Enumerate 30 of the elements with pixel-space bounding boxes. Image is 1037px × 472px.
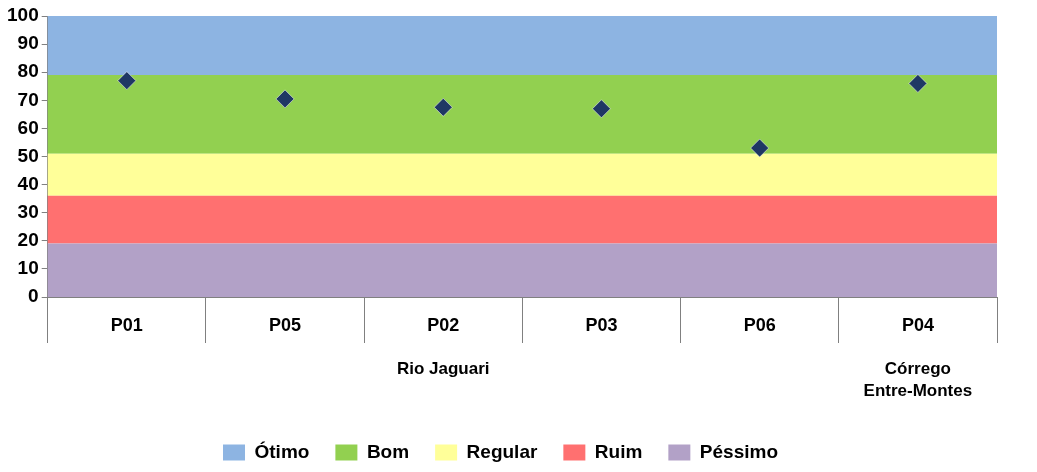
y-tick-label: 80 [17, 60, 39, 82]
legend-label: Regular [466, 440, 538, 462]
y-tick-label: 100 [7, 4, 39, 26]
legend-label: Péssimo [699, 440, 778, 462]
legend-label: Bom [366, 440, 410, 462]
point [592, 99, 611, 118]
legend-label: Ótimo [254, 440, 310, 462]
y-tick-label: 20 [17, 229, 39, 251]
x-tick-label: P02 [427, 314, 460, 335]
y-tick-label: 70 [17, 88, 39, 110]
text: Córrego Entre-Montes [863, 358, 973, 400]
x-tick-label: P03 [585, 314, 618, 335]
x-tick-label: P05 [269, 314, 302, 335]
x-tick-label: P04 [901, 314, 934, 335]
legend-label: Ruim [594, 440, 643, 462]
point [750, 138, 769, 158]
text: Rio Jaguari [396, 358, 490, 378]
y-tick-label: 40 [17, 172, 39, 194]
y-tick-label: 10 [17, 257, 39, 279]
point [117, 71, 137, 90]
y-tick-label: 0 [28, 285, 39, 307]
y-tick-label: 60 [17, 116, 39, 138]
point [275, 89, 295, 109]
y-tick-label: 30 [17, 200, 39, 222]
y-tick-label: 50 [17, 144, 39, 166]
point [908, 74, 928, 93]
x-tick-label: P06 [743, 314, 776, 335]
y-tick-label: 90 [17, 32, 39, 54]
point [433, 98, 453, 117]
x-tick-label: P01 [110, 314, 143, 335]
